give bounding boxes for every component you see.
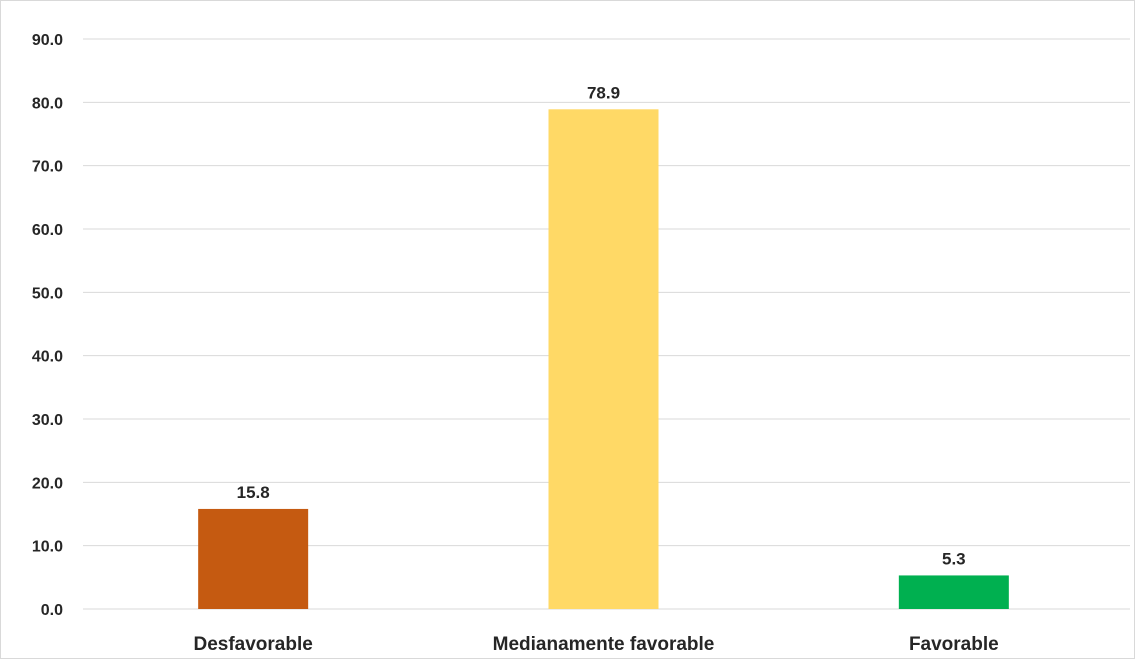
data-labels: 15.8 78.9 5.3 (237, 83, 966, 568)
y-tick-label: 60.0 (32, 222, 63, 239)
y-tick-label: 40.0 (32, 349, 63, 366)
y-tick-label: 70.0 (32, 159, 63, 176)
data-label: 5.3 (942, 549, 966, 568)
bar-medianamente-favorable (548, 109, 659, 610)
x-category-label: Medianamente favorable (493, 634, 715, 655)
bars (198, 109, 1009, 610)
x-axis-category-labels: Desfavorable Medianamente favorable Favora… (193, 634, 998, 655)
y-tick-label: 10.0 (32, 539, 63, 556)
y-tick-label: 20.0 (32, 475, 63, 492)
x-category-label: Desfavorable (193, 634, 312, 655)
y-tick-label: 50.0 (32, 285, 63, 302)
data-label: 78.9 (587, 83, 620, 102)
bar-desfavorable (198, 508, 309, 609)
data-label: 15.8 (237, 483, 270, 502)
bar-favorable (898, 575, 1009, 609)
y-axis-tick-labels: 0.0 10.0 20.0 30.0 40.0 50.0 60.0 70.0 80.0 90.0 (32, 32, 63, 619)
y-tick-label: 0.0 (41, 602, 63, 619)
y-tick-label: 30.0 (32, 412, 63, 429)
x-category-label: Favorable (909, 634, 999, 655)
y-tick-label: 80.0 (32, 95, 63, 112)
y-tick-label: 90.0 (32, 32, 63, 49)
